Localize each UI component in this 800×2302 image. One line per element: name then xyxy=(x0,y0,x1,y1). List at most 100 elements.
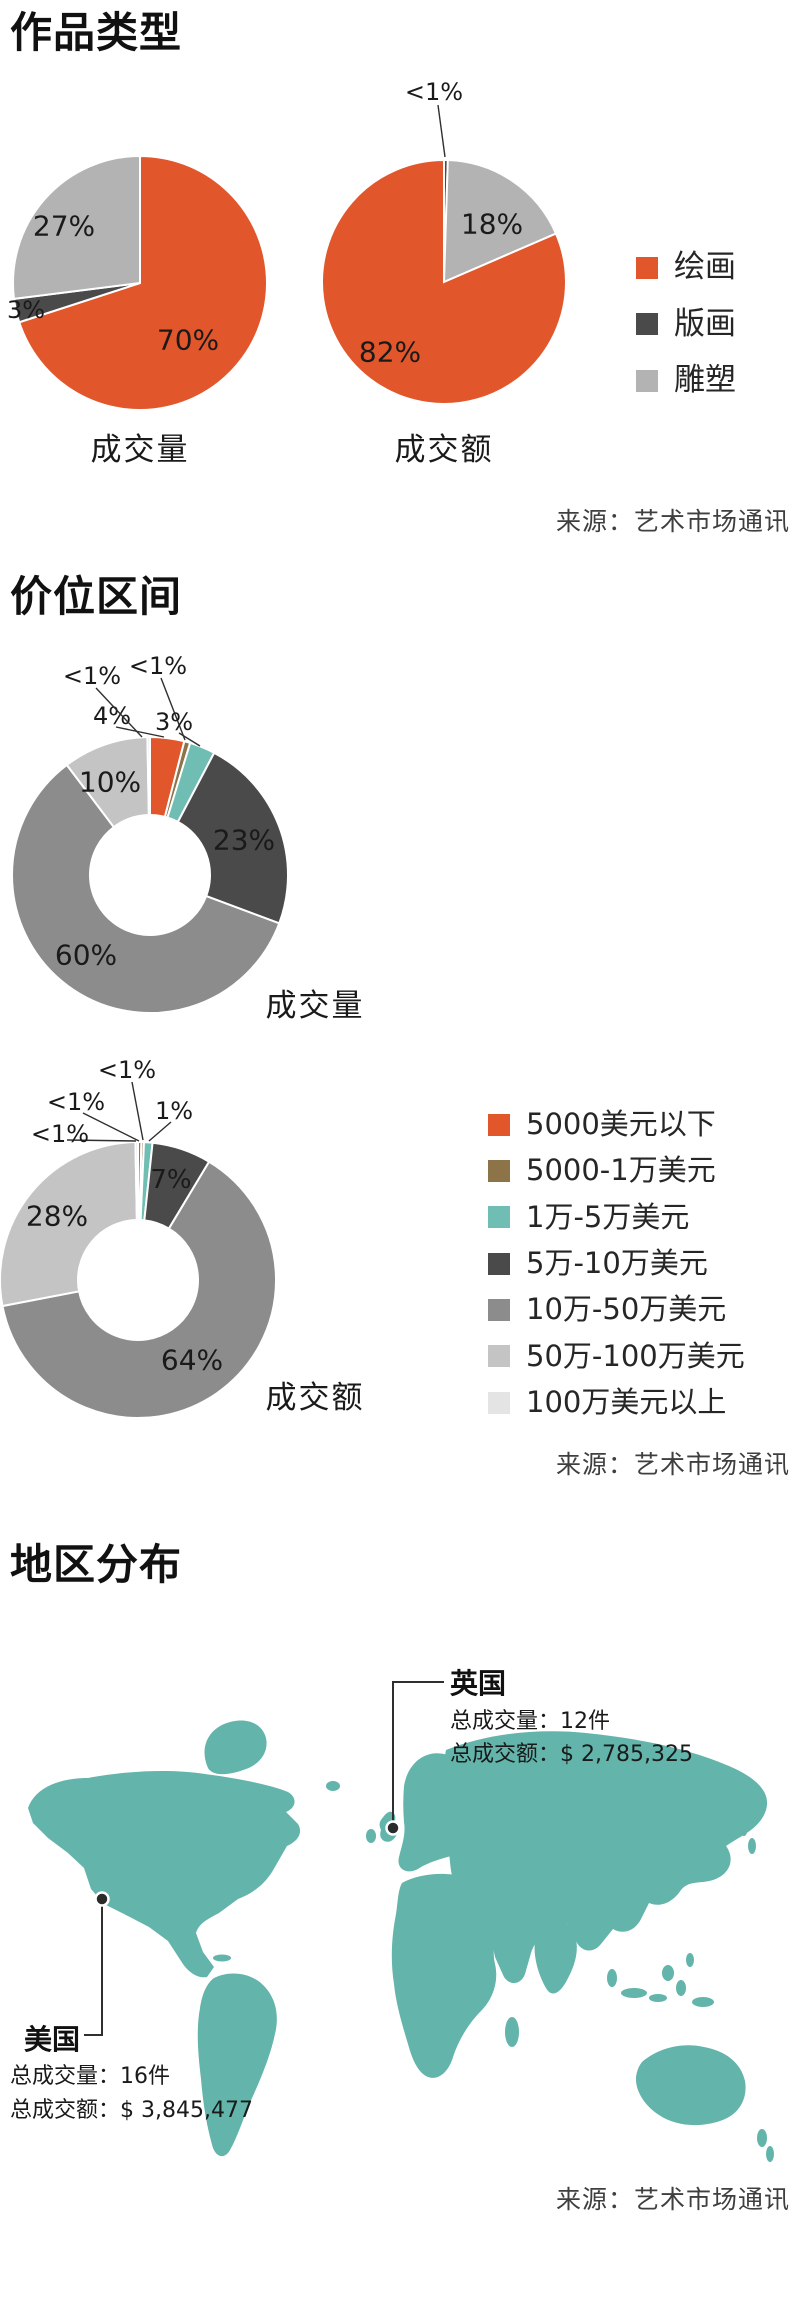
pie-slice-雕塑 xyxy=(442,159,558,284)
label-leader-line xyxy=(178,732,201,747)
chart-caption-price-amount: 成交额 xyxy=(265,1380,365,1416)
donut-slice-100万美元以上 xyxy=(146,735,151,817)
legend-item: 10万-50万美元 xyxy=(488,1293,745,1326)
island-japan-south xyxy=(748,1838,756,1854)
slice-label: 82% xyxy=(359,336,421,369)
continent-south-america xyxy=(197,1973,277,2157)
slice-label: 3% xyxy=(7,296,45,324)
label-leader-line xyxy=(148,1121,172,1142)
section-title-artwork-type: 作品类型 xyxy=(10,8,183,57)
legend-swatch xyxy=(636,370,658,393)
chart-caption-price-volume: 成交量 xyxy=(265,988,365,1024)
artwork-type-legend: 绘画 版画 雕塑 xyxy=(636,249,736,420)
chart-caption-volume: 成交量 xyxy=(90,432,190,468)
slice-label: 10% xyxy=(79,766,141,799)
continent-greenland xyxy=(204,1720,267,1775)
island-new-zealand-north xyxy=(757,2129,767,2147)
legend-label: 100万美元以上 xyxy=(526,1385,727,1420)
pie-chart-artwork-amount: <1% 18% 82% xyxy=(321,78,567,405)
donut-chart-price-amount: <1% <1% 1% 7% 64% 28% <1% xyxy=(0,1056,277,1419)
legend-item: 100万美元以上 xyxy=(488,1385,745,1420)
island-iceland xyxy=(326,1781,340,1791)
pie-slice-雕塑 xyxy=(12,154,141,301)
continent-africa xyxy=(391,1873,497,2078)
legend-label: 雕塑 xyxy=(674,362,736,399)
label-leader-line xyxy=(66,1139,137,1142)
slice-label: 28% xyxy=(26,1200,88,1233)
continent-north-america xyxy=(28,1771,301,1978)
donut-slice-10万-50万美元 xyxy=(11,763,281,1014)
pie-slice-绘画 xyxy=(17,154,268,411)
island-madagascar xyxy=(505,2017,519,2047)
world-map xyxy=(28,1720,774,2162)
source-note-1: 来源：艺术市场通讯 xyxy=(555,507,790,536)
slice-label: <1% xyxy=(405,78,463,106)
price-range-legend: 5000美元以下 5000-1万美元 1万-5万美元 5万-10万美元 10万-50万美… xyxy=(488,1107,745,1432)
slice-label: <1% xyxy=(63,662,121,690)
island-java xyxy=(621,1988,647,1998)
region-usa-volume: 总成交量：16件 xyxy=(10,2064,170,2089)
legend-swatch xyxy=(488,1113,510,1136)
slice-label: 70% xyxy=(157,324,219,357)
chart-caption-amount: 成交额 xyxy=(394,432,494,468)
island-new-guinea xyxy=(692,1997,714,2007)
legend-label: 5000-1万美元 xyxy=(526,1153,716,1188)
slice-label: 3% xyxy=(155,708,193,736)
legend-item: 绘画 xyxy=(636,249,736,286)
legend-label: 绘画 xyxy=(674,249,736,285)
legend-swatch xyxy=(488,1252,510,1275)
legend-label: 10万-50万美元 xyxy=(526,1292,727,1327)
island-sumatra xyxy=(607,1969,617,1987)
legend-label: 5万-10万美元 xyxy=(526,1246,708,1281)
usa-marker-dot xyxy=(94,1891,110,1907)
label-leader-line xyxy=(95,687,143,738)
legend-swatch xyxy=(488,1345,510,1368)
continent-asia xyxy=(440,1731,768,1984)
slice-label: 23% xyxy=(213,824,275,857)
label-leader-line xyxy=(131,1081,144,1141)
island-japan-north xyxy=(740,1816,748,1836)
section-title-price-range: 价位区间 xyxy=(10,572,183,621)
donut-slice-10万-50万美元 xyxy=(1,1160,277,1419)
legend-label: 50万-100万美元 xyxy=(526,1338,745,1373)
legend-item: 1万-5万美元 xyxy=(488,1199,745,1234)
source-note-3: 来源：艺术市场通讯 xyxy=(555,2185,790,2214)
island-new-zealand-south xyxy=(766,2146,774,2162)
legend-item: 版画 xyxy=(636,305,736,343)
subcontinent-india xyxy=(534,1919,577,1994)
continent-australia xyxy=(635,2045,746,2126)
donut-slice-5万-10万美元 xyxy=(176,751,289,925)
legend-item: 5000-1万美元 xyxy=(488,1153,745,1188)
island-lesser-sunda xyxy=(649,1994,667,2002)
legend-label: 版画 xyxy=(674,305,736,342)
legend-label: 5000美元以下 xyxy=(526,1107,716,1141)
slice-label: 18% xyxy=(461,208,523,241)
legend-swatch xyxy=(488,1391,510,1414)
section-title-region: 地区分布 xyxy=(10,1540,183,1589)
legend-item: 雕塑 xyxy=(636,363,736,399)
donut-slice-50万-100万美元 xyxy=(0,1141,138,1308)
region-uk-volume: 总成交量：12件 xyxy=(450,1709,610,1734)
legend-swatch xyxy=(488,1160,510,1183)
region-usa-amount: 总成交额：$ 3,845,477 xyxy=(10,2098,253,2123)
slice-label: <1% xyxy=(47,1088,105,1116)
legend-label: 1万-5万美元 xyxy=(526,1199,690,1234)
island-borneo xyxy=(662,1965,674,1981)
source-note-2: 来源：艺术市场通讯 xyxy=(555,1450,790,1479)
donut-slice-100万美元以上 xyxy=(134,1140,139,1222)
island-cuba xyxy=(213,1954,231,1962)
slice-label: <1% xyxy=(98,1056,156,1084)
usa-leader-line xyxy=(84,1906,103,2036)
label-leader-line xyxy=(160,677,186,741)
legend-swatch xyxy=(488,1206,510,1229)
legend-swatch xyxy=(488,1299,510,1322)
usa-leader xyxy=(84,1891,110,2036)
slice-label: <1% xyxy=(31,1120,89,1148)
region-name-usa: 美国 xyxy=(24,2023,81,2056)
region-uk-amount: 总成交额：$ 2,785,325 xyxy=(450,1742,693,1767)
legend-swatch xyxy=(636,313,658,336)
legend-swatch xyxy=(636,256,658,279)
slice-label: 7% xyxy=(150,1165,191,1195)
label-leader-line xyxy=(115,726,165,738)
legend-item: 5000美元以下 xyxy=(488,1107,745,1141)
